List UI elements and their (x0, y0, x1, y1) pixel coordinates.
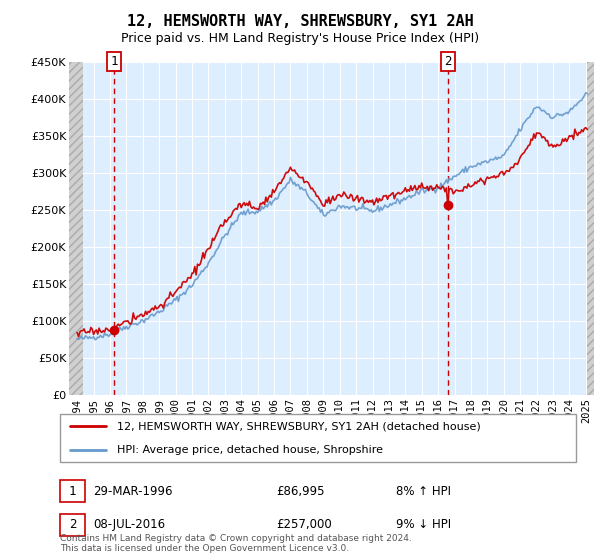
Text: 9% ↓ HPI: 9% ↓ HPI (396, 518, 451, 531)
Text: 8% ↑ HPI: 8% ↑ HPI (396, 484, 451, 498)
Text: HPI: Average price, detached house, Shropshire: HPI: Average price, detached house, Shro… (117, 445, 383, 455)
Bar (587, 62, 594, 395)
Text: 2: 2 (69, 518, 76, 531)
Text: £257,000: £257,000 (276, 518, 332, 531)
FancyBboxPatch shape (60, 414, 576, 462)
Text: Price paid vs. HM Land Registry's House Price Index (HPI): Price paid vs. HM Land Registry's House … (121, 32, 479, 45)
Bar (69, 62, 83, 395)
Text: Contains HM Land Registry data © Crown copyright and database right 2024.
This d: Contains HM Land Registry data © Crown c… (60, 534, 412, 553)
Text: 2: 2 (444, 55, 451, 68)
Text: 1: 1 (110, 55, 118, 68)
Text: 29-MAR-1996: 29-MAR-1996 (93, 484, 173, 498)
Text: 12, HEMSWORTH WAY, SHREWSBURY, SY1 2AH: 12, HEMSWORTH WAY, SHREWSBURY, SY1 2AH (127, 14, 473, 29)
Text: 1: 1 (69, 484, 76, 498)
Text: 12, HEMSWORTH WAY, SHREWSBURY, SY1 2AH (detached house): 12, HEMSWORTH WAY, SHREWSBURY, SY1 2AH (… (117, 421, 481, 431)
Text: £86,995: £86,995 (276, 484, 325, 498)
Text: 08-JUL-2016: 08-JUL-2016 (93, 518, 165, 531)
